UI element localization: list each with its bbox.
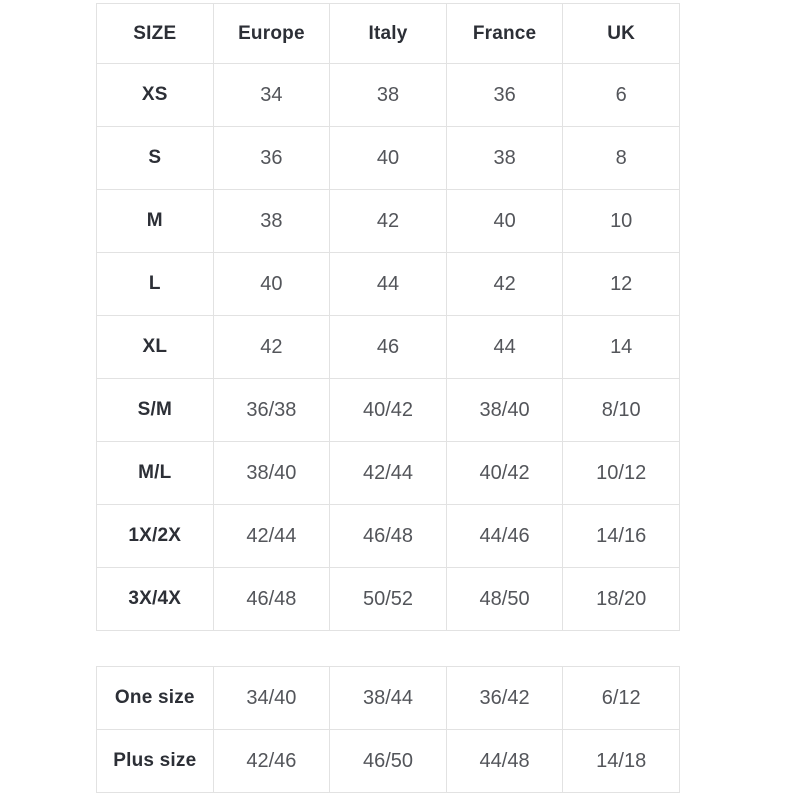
table-cell: 46/48 [329, 504, 447, 568]
table-cell: 42/46 [212, 729, 331, 793]
table-cell: 38 [445, 126, 564, 190]
column-header-uk: UK [562, 3, 680, 64]
table-cell: 46 [329, 315, 447, 379]
column-header-europe: Europe [212, 3, 331, 64]
table-row-3x-4x: 3X/4X 46/48 50/52 48/50 18/20 [96, 567, 680, 631]
table-cell: 42 [329, 189, 447, 253]
table-row-s-m: S/M 36/38 40/42 38/40 8/10 [96, 378, 680, 442]
table-cell: 38/40 [212, 441, 331, 505]
table-cell: 46/50 [329, 729, 447, 793]
table-cell: 40 [212, 252, 331, 316]
table-cell: 44 [445, 315, 564, 379]
table-cell: 38 [212, 189, 331, 253]
one-size-plus-size-table: One size 34/40 38/44 36/42 6/12 Plus siz… [96, 666, 680, 793]
table-cell: 42/44 [212, 504, 331, 568]
table-cell: 34/40 [212, 666, 331, 730]
table-cell: 36/42 [445, 666, 564, 730]
table-row-l: L 40 44 42 12 [96, 252, 680, 316]
table-row-m: M 38 42 40 10 [96, 189, 680, 253]
table-cell: 14/16 [562, 504, 680, 568]
row-label: 3X/4X [96, 567, 214, 631]
table-cell: 44 [329, 252, 447, 316]
table-cell: 42 [212, 315, 331, 379]
row-label: L [96, 252, 214, 316]
table-cell: 36/38 [212, 378, 331, 442]
table-cell: 18/20 [562, 567, 680, 631]
table-cell: 8 [562, 126, 680, 190]
row-label: S/M [96, 378, 214, 442]
column-header-size: SIZE [96, 3, 214, 64]
table-cell: 14/18 [562, 729, 680, 793]
table-row-s: S 36 40 38 8 [96, 126, 680, 190]
row-label: 1X/2X [96, 504, 214, 568]
table-cell: 14 [562, 315, 680, 379]
table-cell: 34 [212, 63, 331, 127]
column-header-france: France [445, 3, 564, 64]
table-cell: 44/46 [445, 504, 564, 568]
table-cell: 38 [329, 63, 447, 127]
table-cell: 36 [212, 126, 331, 190]
table-cell: 40/42 [329, 378, 447, 442]
row-label: M [96, 189, 214, 253]
table-row-xl: XL 42 46 44 14 [96, 315, 680, 379]
table-cell: 6/12 [562, 666, 680, 730]
table-row-one-size: One size 34/40 38/44 36/42 6/12 [96, 666, 680, 730]
row-label: Plus size [96, 729, 214, 793]
table-cell: 10/12 [562, 441, 680, 505]
table-header-row: SIZE Europe Italy France UK [96, 3, 680, 64]
table-cell: 36 [445, 63, 564, 127]
row-label: XL [96, 315, 214, 379]
table-row-xs: XS 34 38 36 6 [96, 63, 680, 127]
table-cell: 48/50 [445, 567, 564, 631]
tables-container: SIZE Europe Italy France UK XS 34 38 36 … [96, 3, 680, 793]
table-row-plus-size: Plus size 42/46 46/50 44/48 14/18 [96, 729, 680, 793]
table-cell: 38/44 [329, 666, 447, 730]
table-cell: 6 [562, 63, 680, 127]
table-cell: 42/44 [329, 441, 447, 505]
table-cell: 40 [329, 126, 447, 190]
table-cell: 44/48 [445, 729, 564, 793]
size-conversion-table: SIZE Europe Italy France UK XS 34 38 36 … [96, 3, 680, 631]
table-cell: 38/40 [445, 378, 564, 442]
table-cell: 12 [562, 252, 680, 316]
table-cell: 10 [562, 189, 680, 253]
row-label: One size [96, 666, 214, 730]
column-header-italy: Italy [329, 3, 447, 64]
table-cell: 40/42 [445, 441, 564, 505]
table-cell: 50/52 [329, 567, 447, 631]
row-label: XS [96, 63, 214, 127]
table-cell: 40 [445, 189, 564, 253]
row-label: M/L [96, 441, 214, 505]
table-row-m-l: M/L 38/40 42/44 40/42 10/12 [96, 441, 680, 505]
table-cell: 46/48 [212, 567, 331, 631]
table-row-1x-2x: 1X/2X 42/44 46/48 44/46 14/16 [96, 504, 680, 568]
table-cell: 42 [445, 252, 564, 316]
row-label: S [96, 126, 214, 190]
table-cell: 8/10 [562, 378, 680, 442]
